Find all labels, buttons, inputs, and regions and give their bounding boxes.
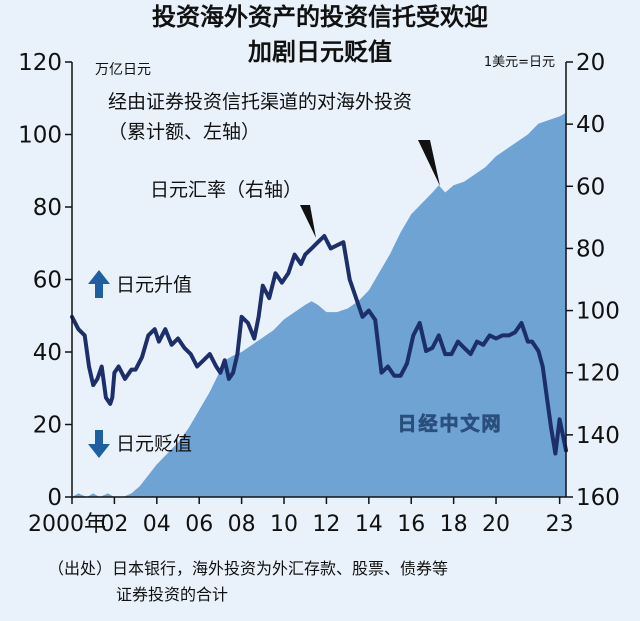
right-tick-label: 120 xyxy=(576,361,620,387)
source-note-line-1: （出处）日本银行，海外投资为外汇存款、股票、债券等 xyxy=(48,559,448,578)
yen-appreciation-arrow-icon xyxy=(88,270,110,298)
x-tick-label: 20 xyxy=(482,512,510,537)
right-tick-label: 80 xyxy=(576,236,605,262)
left-tick-label: 100 xyxy=(18,123,62,149)
left-tick-label: 80 xyxy=(33,195,62,221)
x-tick-label: 08 xyxy=(228,512,256,537)
x-tick-label: 23 xyxy=(546,512,574,537)
x-tick-label: 04 xyxy=(143,512,171,537)
x-tick-label: 16 xyxy=(397,512,425,537)
right-axis-ticks: 20 40 60 80 100 120 140 160 xyxy=(566,50,620,511)
left-tick-label: 40 xyxy=(33,340,62,366)
right-tick-label: 40 xyxy=(576,112,605,138)
left-tick-label: 0 xyxy=(47,485,62,511)
watermark: 日经中文网 xyxy=(397,412,502,435)
chart-title-line-1: 投资海外资产的投资信托受欢迎 xyxy=(152,3,488,31)
investment-area xyxy=(72,112,566,498)
x-tick-label: 06 xyxy=(185,512,213,537)
annotation-exchange-rate: 日元汇率（右轴） xyxy=(150,179,302,201)
right-tick-label: 140 xyxy=(576,423,620,449)
investment-area-layer xyxy=(72,112,566,498)
yen-depreciation-arrow-icon xyxy=(88,430,110,458)
left-axis-ticks: 0 20 40 60 80 100 120 xyxy=(18,50,72,511)
annotation-investment-line-1: 经由证券投资信托渠道的对海外投资 xyxy=(108,91,412,113)
x-tick-label: 10 xyxy=(270,512,298,537)
x-tick-label: 14 xyxy=(355,512,383,537)
right-tick-label: 160 xyxy=(576,485,620,511)
x-tick-label: 02 xyxy=(100,512,128,537)
annotation-exchange-rate-pointer xyxy=(300,205,316,238)
x-tick-label: 12 xyxy=(312,512,340,537)
annotation-investment-pointer xyxy=(418,140,440,186)
left-tick-label: 60 xyxy=(33,268,62,294)
right-tick-label: 20 xyxy=(576,50,605,76)
source-note-line-2: 证券投资的合计 xyxy=(116,585,228,604)
left-tick-label: 120 xyxy=(18,50,62,76)
exchange-rate-line-layer xyxy=(70,234,568,456)
left-axis-unit: 万亿日元 xyxy=(95,62,151,78)
right-tick-label: 100 xyxy=(576,299,620,325)
left-tick-label: 20 xyxy=(33,413,62,439)
x-tick-label: 2000年 xyxy=(28,512,106,537)
right-axis-unit: 1美元=日元 xyxy=(484,55,555,70)
x-tick-label: 18 xyxy=(440,512,468,537)
exchange-rate-line xyxy=(70,234,568,456)
chart-title-line-2: 加剧日元贬值 xyxy=(248,38,392,66)
annotation-investment-line-2: （累计额、左轴） xyxy=(108,121,260,143)
annotation-yen-depreciation: 日元贬值 xyxy=(116,433,192,455)
right-tick-label: 60 xyxy=(576,174,605,200)
annotation-yen-appreciation: 日元升值 xyxy=(116,274,192,296)
